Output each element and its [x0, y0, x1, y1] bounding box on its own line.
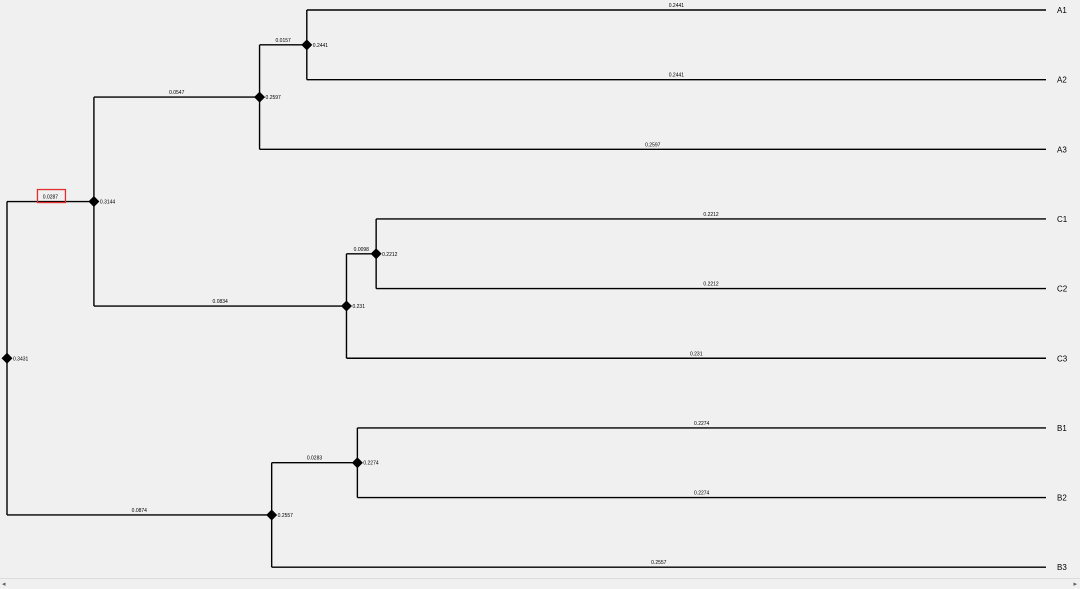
branch-length-label-b3: 0.2557 [651, 560, 667, 566]
branch-length-label-c1: 0.2212 [703, 212, 719, 218]
branch-length-label-a12: 0.0157 [276, 38, 292, 44]
leaf-label-b3: B3 [1057, 563, 1067, 572]
node-height-label-root: 0.3431 [13, 356, 29, 362]
node-height-label-ac: 0.3144 [100, 200, 116, 206]
node-height-label-b12: 0.2274 [363, 461, 379, 467]
leaf-label-a1: A1 [1057, 6, 1067, 15]
node-diamond-b12 [351, 457, 363, 469]
branch-length-label-a1: 0.2441 [669, 3, 685, 9]
branch-length-label-a2: 0.2441 [669, 73, 685, 79]
branch-length-label-c12: 0.0098 [354, 247, 370, 253]
branch-length-label-a123: 0.0547 [169, 90, 185, 96]
node-height-label-c123: 0.231 [352, 304, 365, 310]
leaf-label-a2: A2 [1057, 76, 1067, 85]
node-height-label-a12: 0.2441 [313, 43, 329, 49]
branch-length-label-b12: 0.0283 [307, 456, 323, 462]
scroll-left-arrow-icon[interactable]: ◂ [2, 580, 6, 588]
node-diamond-root [1, 352, 13, 364]
node-diamond-a123 [254, 91, 266, 103]
node-diamond-a12 [301, 39, 313, 51]
leaf-label-b1: B1 [1057, 424, 1067, 433]
branch-length-label-b1: 0.2274 [694, 421, 710, 427]
branch-length-label-c123: 0.0834 [213, 299, 229, 305]
node-height-label-b123: 0.2557 [278, 513, 294, 519]
node-diamond-c12 [370, 248, 382, 260]
branch-length-label-b123: 0.0874 [132, 508, 148, 514]
horizontal-scrollbar[interactable]: ◂ ▸ [0, 578, 1080, 589]
leaf-label-a3: A3 [1057, 145, 1067, 154]
node-height-label-a123: 0.2597 [266, 95, 282, 101]
node-diamond-ac [88, 196, 100, 208]
branch-length-label-c3: 0.231 [690, 351, 703, 357]
scroll-right-arrow-icon[interactable]: ▸ [1073, 580, 1077, 588]
branch-length-label-ac: 0.0287 [43, 195, 59, 201]
leaf-label-b2: B2 [1057, 494, 1067, 503]
leaf-label-c2: C2 [1057, 285, 1068, 294]
leaf-label-c1: C1 [1057, 215, 1068, 224]
branch-length-label-a3: 0.2597 [645, 142, 661, 148]
highlight-box [36, 188, 67, 204]
branch-length-label-b2: 0.2274 [694, 491, 710, 497]
node-diamond-c123 [340, 300, 352, 312]
node-height-label-c12: 0.2212 [382, 252, 398, 258]
node-diamond-b123 [266, 509, 278, 521]
branch-length-label-c2: 0.2212 [703, 282, 719, 288]
leaf-label-c3: C3 [1057, 354, 1068, 363]
